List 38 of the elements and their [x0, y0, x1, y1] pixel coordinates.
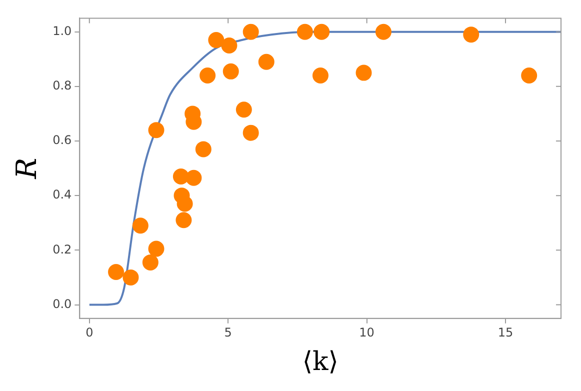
x-tick-label: 0 [86, 326, 94, 340]
x-axis-title: ⟨k⟩ [302, 347, 338, 378]
point [200, 68, 216, 84]
point [221, 37, 238, 54]
y-tick-label: 0.8 [52, 78, 72, 93]
point [142, 254, 158, 270]
y-tick-label: 0.4 [52, 188, 72, 202]
point [195, 141, 212, 158]
y-axis-title: R [10, 158, 44, 180]
y-tick-label: 0.2 [52, 242, 72, 256]
point [356, 64, 372, 81]
point [132, 218, 148, 234]
point [208, 32, 224, 48]
y-tick-label: 1.0 [52, 24, 72, 38]
point [108, 264, 124, 280]
point [148, 122, 164, 138]
point [258, 54, 274, 70]
point [242, 24, 259, 40]
point [296, 24, 313, 40]
point [463, 26, 480, 43]
point [375, 24, 392, 40]
point [148, 240, 164, 257]
x-tick-label: 10 [359, 326, 374, 340]
point [236, 102, 252, 118]
y-tick-label: 0.0 [52, 296, 72, 311]
point [176, 212, 192, 228]
point [312, 68, 328, 84]
point [314, 24, 330, 40]
point [172, 168, 189, 184]
point [222, 63, 239, 80]
point [122, 269, 139, 286]
point [176, 196, 193, 212]
point [186, 170, 202, 186]
y-tick-label: 0.6 [52, 133, 72, 148]
x-tick-label: 5 [224, 326, 232, 340]
point [242, 124, 259, 141]
point [521, 68, 538, 84]
x-tick-label: 15 [498, 326, 514, 340]
